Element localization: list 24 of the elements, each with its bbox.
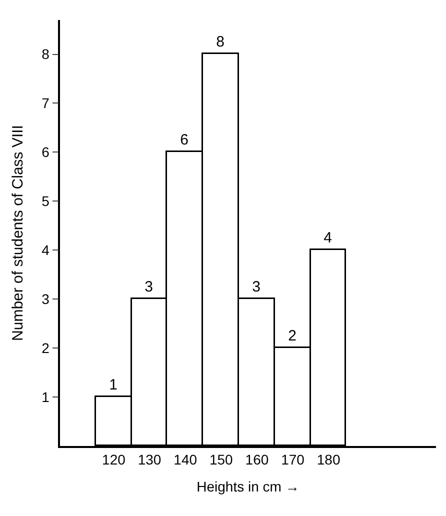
data-label: 1 — [109, 376, 118, 394]
data-label: 3 — [252, 278, 260, 296]
x-tick-label: 120 — [102, 452, 126, 468]
data-label: 4 — [324, 229, 332, 246]
y-axis-title: Number of students of Class VIII — [9, 125, 26, 341]
data-label: 3 — [144, 278, 153, 296]
x-tick-label: 140 — [174, 452, 198, 468]
y-tick-label: 3 — [42, 291, 50, 307]
data-label: 8 — [216, 33, 224, 50]
data-label: 6 — [180, 131, 188, 148]
y-tick-label: 4 — [42, 242, 50, 258]
y-tick-label: 2 — [42, 340, 50, 356]
y-tick-label: 5 — [42, 193, 50, 210]
x-tick-label: 130 — [138, 452, 162, 468]
y-tick-label: 8 — [42, 46, 50, 62]
y-tick-label: 1 — [42, 388, 50, 405]
x-tick-label: 150 — [209, 452, 234, 468]
data-label: 2 — [288, 327, 296, 344]
y-tick-label: 6 — [42, 144, 50, 160]
x-tick-label: 170 — [281, 452, 305, 468]
x-axis-title: Heights in cm → — [196, 478, 300, 494]
y-tick-label: 7 — [42, 95, 50, 112]
x-tick-label: 180 — [316, 452, 340, 468]
x-tick-label: 160 — [245, 452, 269, 468]
